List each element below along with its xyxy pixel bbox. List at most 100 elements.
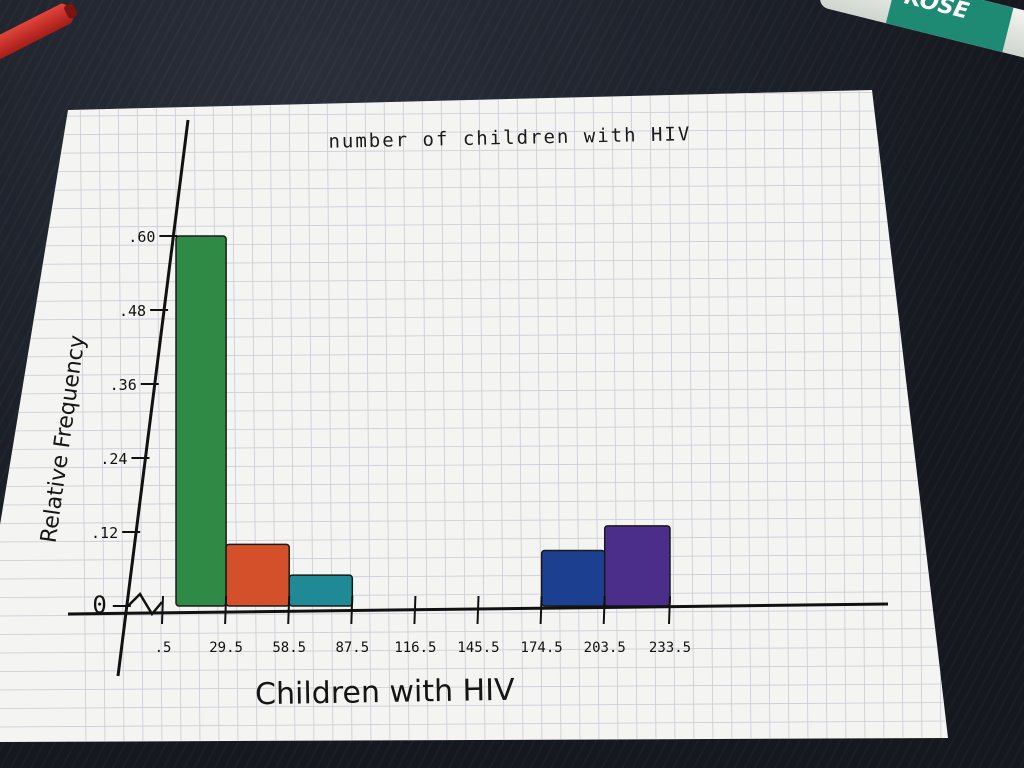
grid-line-horizontal bbox=[0, 628, 948, 635]
x-axis-tick-label: 233.5 bbox=[649, 640, 691, 656]
x-axis-tick-label: 174.5 bbox=[521, 640, 563, 656]
grid-line-vertical bbox=[668, 90, 676, 742]
grid-line-vertical bbox=[288, 90, 296, 742]
grid-line-horizontal bbox=[0, 702, 948, 709]
grid-line-vertical bbox=[231, 90, 239, 742]
grid-line-vertical bbox=[478, 90, 486, 742]
histogram-bar bbox=[288, 574, 354, 607]
grid-line-horizontal bbox=[0, 591, 948, 598]
grid-line-horizontal bbox=[0, 609, 948, 617]
grid-line-vertical bbox=[402, 90, 410, 742]
y-axis-tick-label: .36 bbox=[110, 376, 137, 394]
grid-line-vertical bbox=[858, 90, 866, 742]
grid-line-vertical bbox=[497, 90, 505, 742]
grid-line-horizontal bbox=[0, 387, 948, 395]
grid-line-vertical bbox=[421, 90, 429, 742]
grid-line-horizontal bbox=[0, 424, 948, 432]
grid-line-vertical bbox=[839, 90, 847, 742]
grid-line-vertical bbox=[820, 90, 828, 742]
grid-line-horizontal bbox=[0, 406, 948, 413]
grid-line-horizontal bbox=[0, 498, 948, 506]
grid-line-horizontal bbox=[0, 572, 948, 580]
grid-line-vertical bbox=[687, 90, 695, 742]
grid-line-horizontal bbox=[0, 554, 948, 561]
grid-line-horizontal bbox=[0, 480, 948, 487]
grid-line-horizontal bbox=[0, 461, 948, 469]
grid-line-vertical bbox=[345, 90, 353, 742]
x-axis-tick bbox=[350, 595, 354, 625]
ticks-group: .5 29.5 58.5 87.5 116.5 145.5 174.5 203.5 233.5 0… bbox=[91, 228, 691, 656]
y-axis-tick-label: .24 bbox=[100, 450, 127, 468]
grid-line-horizontal bbox=[0, 202, 948, 210]
grid-line-horizontal bbox=[0, 239, 948, 247]
grid-line-vertical bbox=[744, 90, 752, 742]
grid-line-vertical bbox=[326, 90, 334, 742]
x-axis-tick bbox=[539, 595, 543, 625]
grid-line-vertical bbox=[801, 90, 809, 742]
x-axis-tick-label: .5 bbox=[155, 640, 172, 656]
y-axis-tick-label: .12 bbox=[91, 524, 118, 542]
grid-line-horizontal bbox=[0, 128, 948, 136]
x-axis-tick-label: 145.5 bbox=[457, 640, 499, 656]
y-axis-line bbox=[116, 119, 190, 677]
grid-line-horizontal bbox=[0, 276, 948, 284]
grid-line-vertical bbox=[250, 90, 258, 742]
x-axis-tick-label: 116.5 bbox=[394, 640, 436, 656]
grid-line-horizontal bbox=[0, 665, 948, 672]
grid-line-horizontal bbox=[0, 313, 948, 321]
x-axis-label: Children with HIV bbox=[255, 673, 516, 713]
grid-line-vertical bbox=[535, 90, 543, 742]
grid-line-horizontal bbox=[0, 258, 948, 265]
grid-line-horizontal bbox=[0, 443, 948, 450]
x-axis-tick-label: 87.5 bbox=[335, 640, 369, 656]
grid-line-vertical bbox=[440, 90, 448, 742]
grid-line-horizontal bbox=[0, 184, 948, 191]
x-axis-tick-label: 29.5 bbox=[209, 640, 243, 656]
grid-line-vertical bbox=[877, 90, 885, 742]
grid-line-horizontal bbox=[0, 517, 948, 524]
y-axis-tick-label: 0 bbox=[92, 591, 106, 619]
x-axis-tick bbox=[668, 595, 671, 625]
grid-line-horizontal bbox=[0, 720, 948, 728]
grid-line-horizontal bbox=[0, 165, 948, 173]
grid-line-horizontal bbox=[0, 683, 948, 691]
grid-line-vertical bbox=[573, 90, 581, 742]
grid-line-horizontal bbox=[0, 332, 948, 339]
grid-line-vertical bbox=[592, 90, 600, 742]
axis-break-mark bbox=[127, 591, 163, 617]
grid-line-vertical bbox=[554, 90, 562, 742]
grid-line-horizontal bbox=[0, 221, 948, 228]
x-axis-tick bbox=[287, 595, 291, 625]
grid-line-horizontal bbox=[0, 369, 948, 376]
grid-line-vertical bbox=[155, 90, 163, 742]
grid-line-horizontal bbox=[0, 646, 948, 654]
y-axis-tick-label: .60 bbox=[128, 228, 155, 246]
x-axis-tick-label: 203.5 bbox=[584, 640, 626, 656]
grid-line-vertical bbox=[611, 90, 619, 742]
grid-line-vertical bbox=[725, 90, 733, 742]
grid-line-horizontal bbox=[0, 535, 948, 543]
grid-line-vertical bbox=[706, 90, 714, 742]
grid-line-vertical bbox=[269, 90, 277, 742]
x-axis-tick bbox=[224, 595, 228, 625]
grid-line-vertical bbox=[763, 90, 771, 742]
grid-line-vertical bbox=[516, 90, 524, 742]
y-axis-tick-label: .48 bbox=[119, 302, 146, 320]
grid-line-vertical bbox=[459, 90, 467, 742]
x-axis-tick bbox=[413, 595, 417, 625]
x-axis-tick bbox=[161, 595, 164, 625]
grid-line-vertical bbox=[307, 90, 315, 742]
grid-line-horizontal bbox=[0, 110, 948, 117]
grid-line-vertical bbox=[383, 90, 391, 742]
grid-line-vertical bbox=[649, 90, 657, 742]
grid-line-vertical bbox=[364, 90, 372, 742]
grid-line-vertical bbox=[782, 90, 790, 742]
x-axis-tick-label: 58.5 bbox=[272, 640, 306, 656]
histogram-bar bbox=[175, 235, 227, 607]
grid-line-vertical bbox=[136, 90, 144, 742]
grid-line-horizontal bbox=[0, 295, 948, 302]
bars-group bbox=[175, 235, 671, 607]
x-axis-tick bbox=[602, 595, 606, 625]
